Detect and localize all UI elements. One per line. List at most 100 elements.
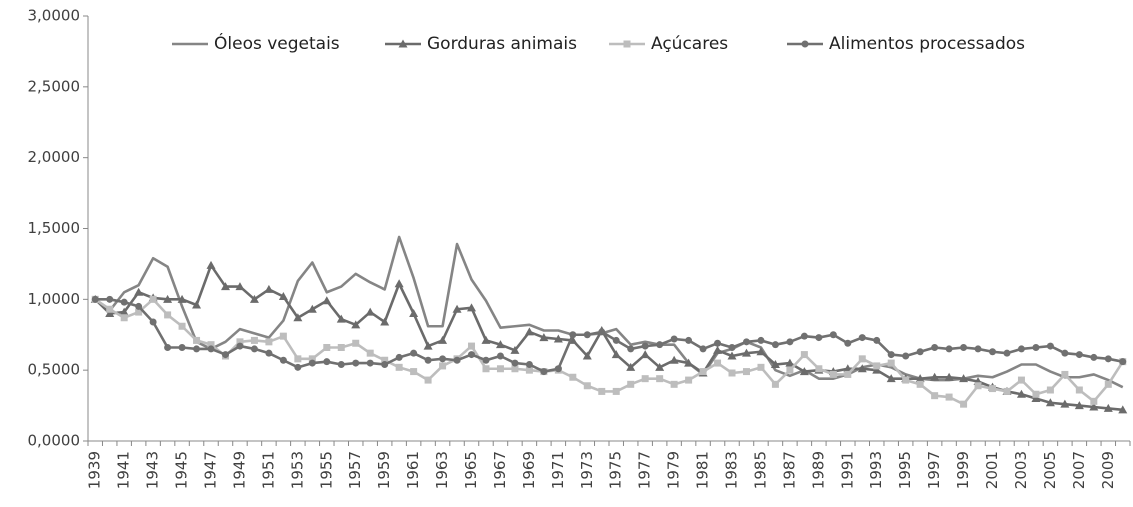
marker	[612, 336, 620, 344]
marker	[294, 363, 302, 371]
marker	[872, 365, 882, 374]
marker	[670, 335, 678, 343]
marker	[656, 375, 664, 383]
x-tick-label: 2009	[1099, 451, 1117, 489]
marker	[974, 382, 982, 390]
x-tick-label: 2001	[983, 451, 1001, 489]
marker	[424, 376, 432, 384]
marker	[540, 368, 548, 376]
marker	[149, 318, 157, 326]
marker	[482, 356, 490, 364]
marker	[323, 344, 331, 351]
marker	[945, 345, 953, 353]
marker	[656, 341, 664, 349]
x-tick-label: 1989	[809, 451, 827, 489]
marker	[569, 373, 577, 381]
marker	[829, 370, 837, 378]
marker	[265, 349, 273, 357]
marker	[641, 375, 649, 383]
x-tick-label: 1959	[375, 451, 393, 489]
marker	[278, 292, 288, 300]
marker	[206, 260, 216, 269]
marker	[844, 339, 852, 347]
marker	[1090, 353, 1098, 361]
marker	[815, 334, 823, 342]
marker	[207, 345, 215, 353]
marker	[525, 366, 533, 374]
marker	[119, 307, 129, 316]
marker	[351, 320, 361, 329]
x-tick-label: 1987	[780, 451, 798, 489]
marker	[699, 368, 707, 376]
marker	[1045, 398, 1055, 407]
marker	[511, 359, 519, 367]
marker	[623, 40, 631, 48]
y-tick-label: 2,0000	[28, 148, 81, 166]
y-tick-label: 1,5000	[28, 219, 81, 237]
marker	[931, 344, 939, 351]
x-tick-label: 1961	[404, 451, 422, 489]
marker	[468, 351, 476, 359]
marker	[582, 351, 592, 360]
x-tick-label: 1971	[549, 451, 567, 489]
marker	[800, 332, 808, 340]
marker	[380, 317, 390, 326]
marker	[496, 352, 504, 360]
marker	[944, 372, 954, 381]
marker	[439, 355, 447, 363]
marker	[713, 345, 723, 354]
marker	[307, 304, 317, 313]
marker	[192, 300, 202, 309]
marker	[886, 374, 896, 383]
series-line	[95, 298, 1124, 373]
marker	[771, 341, 779, 349]
marker	[1104, 355, 1112, 363]
marker	[611, 350, 621, 359]
marker	[670, 380, 678, 388]
marker	[1031, 394, 1041, 402]
marker	[728, 344, 736, 351]
marker	[757, 336, 765, 344]
marker	[741, 348, 751, 357]
marker	[120, 298, 128, 306]
marker	[366, 349, 374, 357]
marker	[395, 363, 403, 371]
marker	[193, 345, 201, 353]
marker	[322, 296, 332, 305]
marker	[149, 295, 157, 303]
x-tick-label: 1977	[636, 451, 654, 489]
y-tick-label: 0,0000	[28, 432, 81, 450]
marker	[844, 370, 852, 378]
marker	[1075, 351, 1083, 359]
marker	[236, 338, 244, 346]
x-tick-label: 1939	[86, 451, 104, 489]
marker	[887, 359, 895, 367]
marker	[381, 356, 389, 364]
marker	[178, 344, 186, 351]
marker	[1016, 389, 1026, 398]
marker	[902, 376, 910, 384]
marker	[424, 356, 432, 364]
marker	[352, 359, 360, 367]
legend-label: Açúcares	[651, 34, 728, 54]
marker	[1032, 344, 1040, 351]
x-tick-label: 1979	[665, 451, 683, 489]
marker	[1046, 342, 1054, 350]
x-tick-label: 1953	[288, 451, 306, 489]
marker	[685, 376, 693, 384]
marker	[539, 333, 549, 342]
marker	[800, 351, 808, 359]
marker	[1119, 358, 1127, 366]
marker	[177, 294, 187, 303]
marker	[337, 344, 345, 351]
marker	[785, 358, 795, 367]
x-tick-label: 1999	[954, 451, 972, 489]
marker	[510, 345, 520, 354]
x-tick-label: 1955	[317, 451, 335, 489]
marker	[1017, 345, 1025, 353]
marker	[395, 353, 403, 361]
marker	[756, 347, 766, 356]
marker	[583, 382, 591, 390]
marker	[829, 331, 837, 339]
